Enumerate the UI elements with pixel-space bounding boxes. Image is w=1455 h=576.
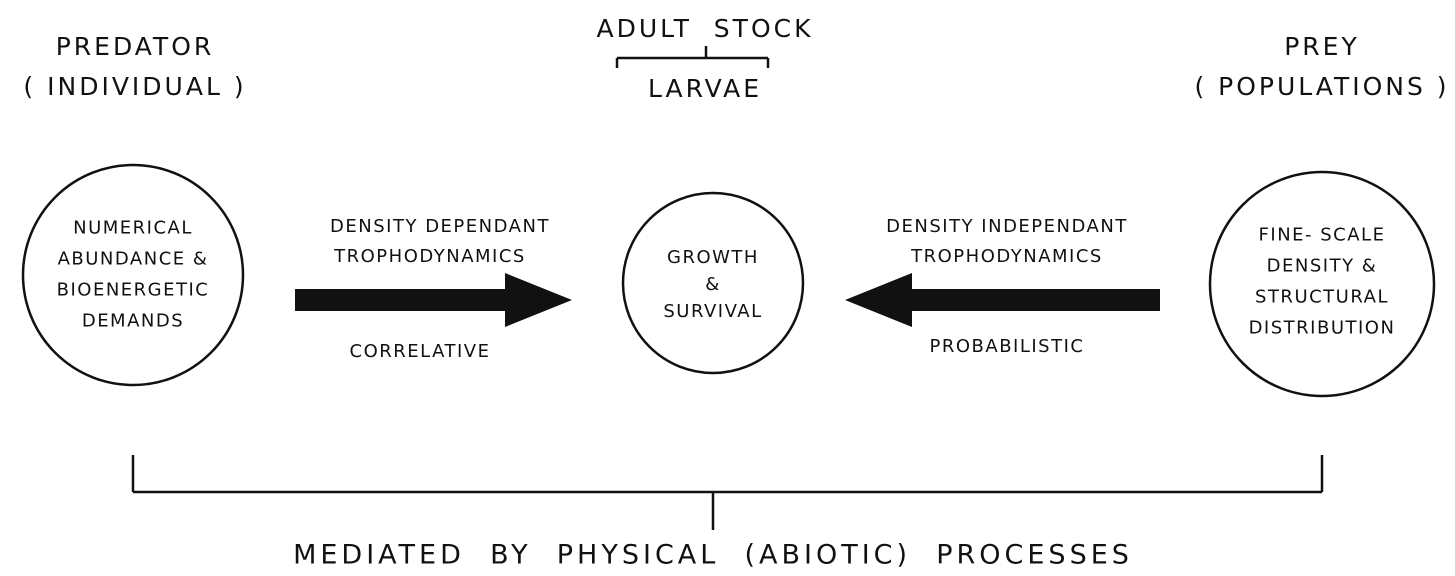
prey-subtitle: ( POPULATIONS ) — [1194, 72, 1449, 101]
circle-text: SURVIVAL — [663, 301, 762, 322]
left-arrow-label: CORRELATIVE — [350, 341, 491, 362]
right-arrow-label: TROPHODYNAMICS — [910, 246, 1103, 267]
footer: MEDIATED BY PHYSICAL (ABIOTIC) PROCESSES — [293, 540, 1133, 571]
circle-text: DEMANDS — [82, 311, 184, 332]
stock-bottom: LARVAE — [648, 74, 762, 103]
center-circle — [621, 191, 805, 375]
circle-text: FINE- SCALE — [1259, 225, 1386, 246]
right-arrow — [845, 273, 1160, 327]
left-circle — [21, 163, 245, 387]
circle-text: DISTRIBUTION — [1249, 318, 1396, 339]
circle-text: DENSITY & — [1267, 256, 1378, 277]
right-circle — [1208, 170, 1436, 398]
prey-title: PREY — [1284, 32, 1360, 61]
circle-text: STRUCTURAL — [1255, 287, 1389, 308]
circle-text: & — [705, 274, 721, 295]
circle-text: GROWTH — [667, 247, 759, 268]
left-arrow-label: TROPHODYNAMICS — [333, 246, 526, 267]
circle-text: ABUNDANCE & — [58, 249, 209, 270]
left-arrow-label: DENSITY DEPENDANT — [330, 216, 550, 237]
left-arrow — [295, 273, 572, 327]
predator-subtitle: ( INDIVIDUAL ) — [23, 72, 246, 101]
circle-text: BIOENERGETIC — [57, 280, 210, 301]
right-arrow-label: DENSITY INDEPENDANT — [886, 216, 1128, 237]
circle-text: NUMERICAL — [73, 218, 193, 239]
predator-title: PREDATOR — [56, 32, 215, 61]
right-arrow-label: PROBABILISTIC — [930, 336, 1085, 357]
stock-top: ADULT STOCK — [597, 14, 814, 43]
